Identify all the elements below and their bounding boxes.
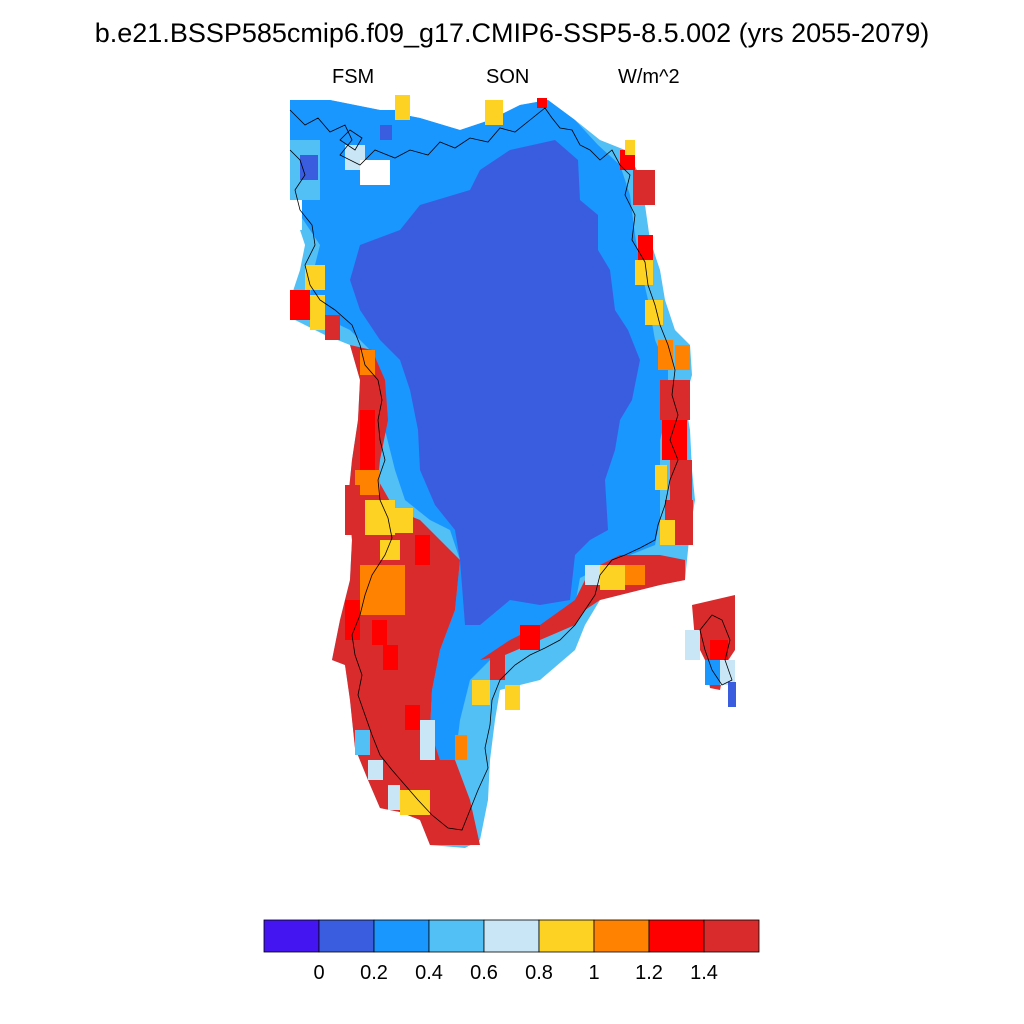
- colorbar-tick-label: 0.8: [525, 962, 553, 984]
- colorbar-box: [428, 919, 485, 953]
- map-cell: [638, 235, 653, 260]
- season-label: SON: [486, 66, 530, 88]
- map-cell: [520, 625, 540, 650]
- map-cell: [655, 465, 667, 490]
- map-cell: [710, 640, 728, 660]
- colorbar-tick-label: 0.2: [360, 962, 388, 984]
- map-cell: [635, 260, 653, 285]
- greenland-map: [289, 95, 736, 848]
- colorbar-box: [648, 919, 705, 953]
- map-cell: [633, 170, 655, 205]
- map-cell: [455, 735, 467, 760]
- colorbar-tick-label: 0.6: [470, 962, 498, 984]
- colorbar-tick-label: 0.4: [415, 962, 443, 984]
- map-cell: [368, 760, 383, 780]
- map-cell: [380, 125, 392, 140]
- map-cell: [705, 660, 720, 685]
- map-cell: [485, 100, 503, 125]
- map-cell: [472, 680, 490, 705]
- map-cell: [660, 520, 675, 545]
- map-cell: [505, 685, 520, 710]
- map-field: [290, 95, 736, 848]
- map-cell: [360, 565, 405, 615]
- map-cell: [400, 790, 430, 815]
- map-cell: [685, 630, 700, 660]
- map-cell: [490, 655, 505, 680]
- map-cell: [675, 345, 690, 370]
- map-cell: [345, 485, 360, 535]
- map-cell: [388, 785, 400, 810]
- map-cell: [728, 682, 736, 707]
- colorbar-box: [373, 919, 430, 953]
- colorbar-box: [318, 919, 375, 953]
- coastline: [289, 107, 733, 831]
- figure-title: b.e21.BSSP585cmip6.f09_g17.CMIP6-SSP5-8.…: [94, 18, 930, 48]
- map-cell: [395, 508, 413, 533]
- colorbar-tick-label: 1.4: [690, 962, 718, 984]
- map-cell: [405, 705, 420, 730]
- map-cell: [420, 720, 435, 760]
- map-cell: [372, 620, 387, 645]
- colorbar-boxes: [263, 919, 760, 953]
- map-cell: [355, 730, 370, 755]
- map-cell: [383, 645, 398, 670]
- colorbar-box: [538, 919, 595, 953]
- colorbar-box: [263, 919, 320, 953]
- colorbar-tick-label: 1.2: [635, 962, 663, 984]
- colorbar-box: [483, 919, 540, 953]
- map-cell: [395, 95, 410, 120]
- map-cell: [345, 600, 360, 640]
- map-cell: [360, 350, 375, 375]
- colorbar-tick-label: 0: [313, 962, 325, 984]
- map-region: [350, 140, 640, 625]
- map-cell: [625, 140, 635, 155]
- map-cell: [325, 315, 340, 340]
- map-cell: [290, 290, 310, 320]
- colorbar-tick-label: 1: [588, 962, 600, 984]
- units-label: W/m^2: [618, 66, 680, 88]
- colorbar-box: [593, 919, 650, 953]
- map-cell: [585, 565, 600, 585]
- map-cell: [360, 410, 375, 470]
- map-cell: [360, 160, 390, 185]
- map-cell: [660, 380, 690, 420]
- map-cell: [658, 340, 673, 370]
- map-cell: [415, 535, 430, 565]
- map-cell: [537, 98, 547, 108]
- colorbar-box: [703, 919, 760, 953]
- map-cell: [625, 565, 645, 585]
- map-cell: [670, 460, 692, 500]
- variable-label: FSM: [332, 66, 375, 88]
- map-cell: [310, 295, 325, 330]
